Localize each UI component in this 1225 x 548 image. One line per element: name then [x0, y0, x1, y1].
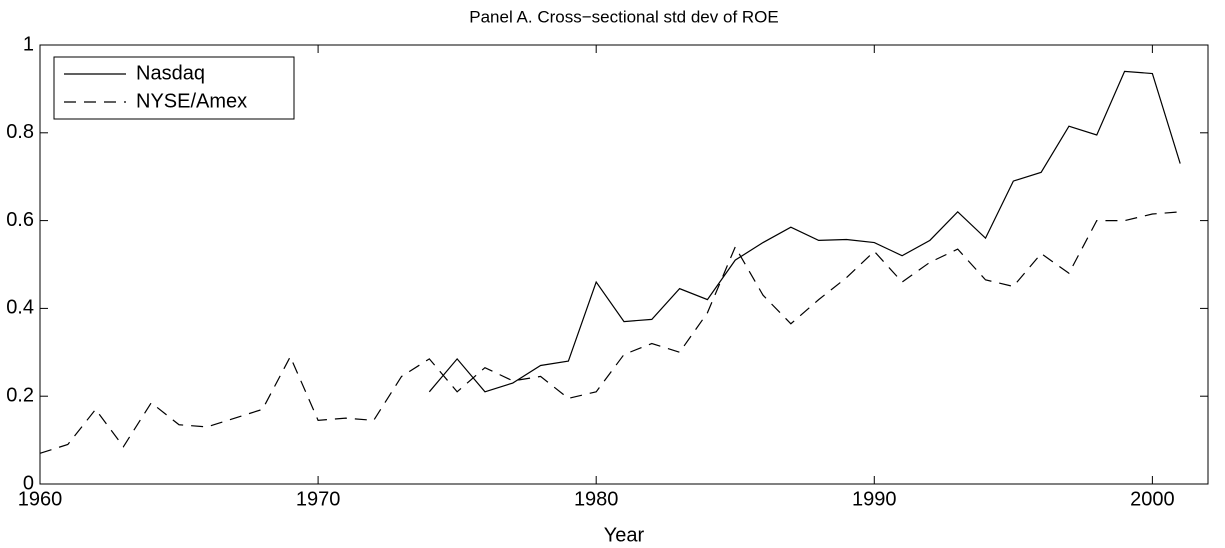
series-line	[39, 211, 1181, 454]
x-tick-label: 2000	[1130, 488, 1175, 510]
x-tick-label: 1990	[852, 488, 897, 510]
chart-title: Panel A. Cross−sectional std dev of ROE	[469, 7, 778, 26]
y-tick-label: 0	[23, 472, 34, 494]
x-tick-label: 1970	[296, 488, 341, 510]
series-line	[428, 70, 1181, 393]
x-tick-label: 1960	[18, 488, 63, 510]
legend-box	[53, 56, 295, 120]
x-tick-label: 1980	[574, 488, 619, 510]
y-tick-label: 0.8	[6, 121, 34, 143]
y-tick-label: 0.4	[6, 297, 34, 319]
x-axis-label: Year	[604, 524, 645, 546]
legend-label: Nasdaq	[136, 62, 205, 84]
y-tick-label: 0.2	[6, 384, 34, 406]
plot-frame	[39, 44, 1209, 485]
legend-label: NYSE/Amex	[136, 90, 247, 112]
y-tick-label: 0.6	[6, 209, 34, 231]
y-tick-label: 1	[23, 33, 34, 55]
